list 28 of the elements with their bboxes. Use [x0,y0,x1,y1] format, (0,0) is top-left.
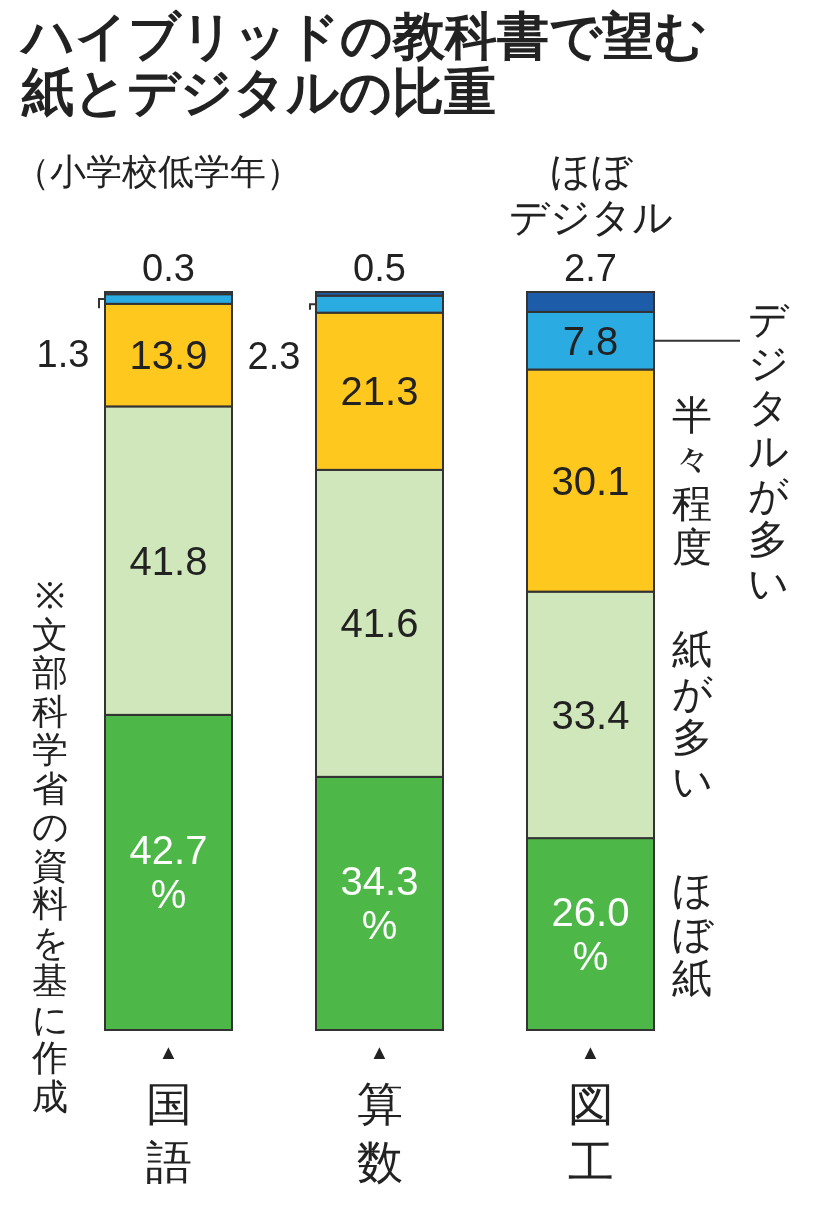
data-label: 1.3 [36,333,90,376]
data-label: 34.3 % [340,859,419,948]
data-label: 2.7 [564,247,617,289]
data-label: 2.3 [247,334,301,377]
data-label: 7.8 [562,318,619,363]
legend-label: デジタルが多い [747,296,790,605]
data-label: 30.1 [551,458,630,503]
series-label: 半々程度 [672,392,712,569]
text: ※文部科学省の資料を基に作成 [31,575,69,1117]
text: ▲ [158,1041,179,1063]
series-label: ほぼ紙 [671,868,715,1001]
x-tick-label: 図工 [567,1078,614,1188]
series-label: 紙が多い [671,626,713,803]
x-tick-label: 算数 [356,1078,403,1188]
data-label: 41.8 [129,538,208,583]
data-label: 21.3 [340,369,419,414]
series-label: ほぼデジタル [508,149,673,239]
data-label: 0.3 [142,247,195,289]
data-label: 33.4 [551,692,630,737]
chart-subtitle: （小学校低学年） [14,150,302,194]
data-label: 42.7 % [129,828,208,917]
x-tick-label: 国語 [145,1078,192,1188]
data-label: 0.5 [353,247,406,289]
data-label: 41.6 [340,601,419,646]
text: ▲ [369,1041,390,1063]
text: ▲ [580,1041,601,1063]
data-label: 13.9 [129,333,208,378]
data-label: 26.0 % [551,890,630,979]
